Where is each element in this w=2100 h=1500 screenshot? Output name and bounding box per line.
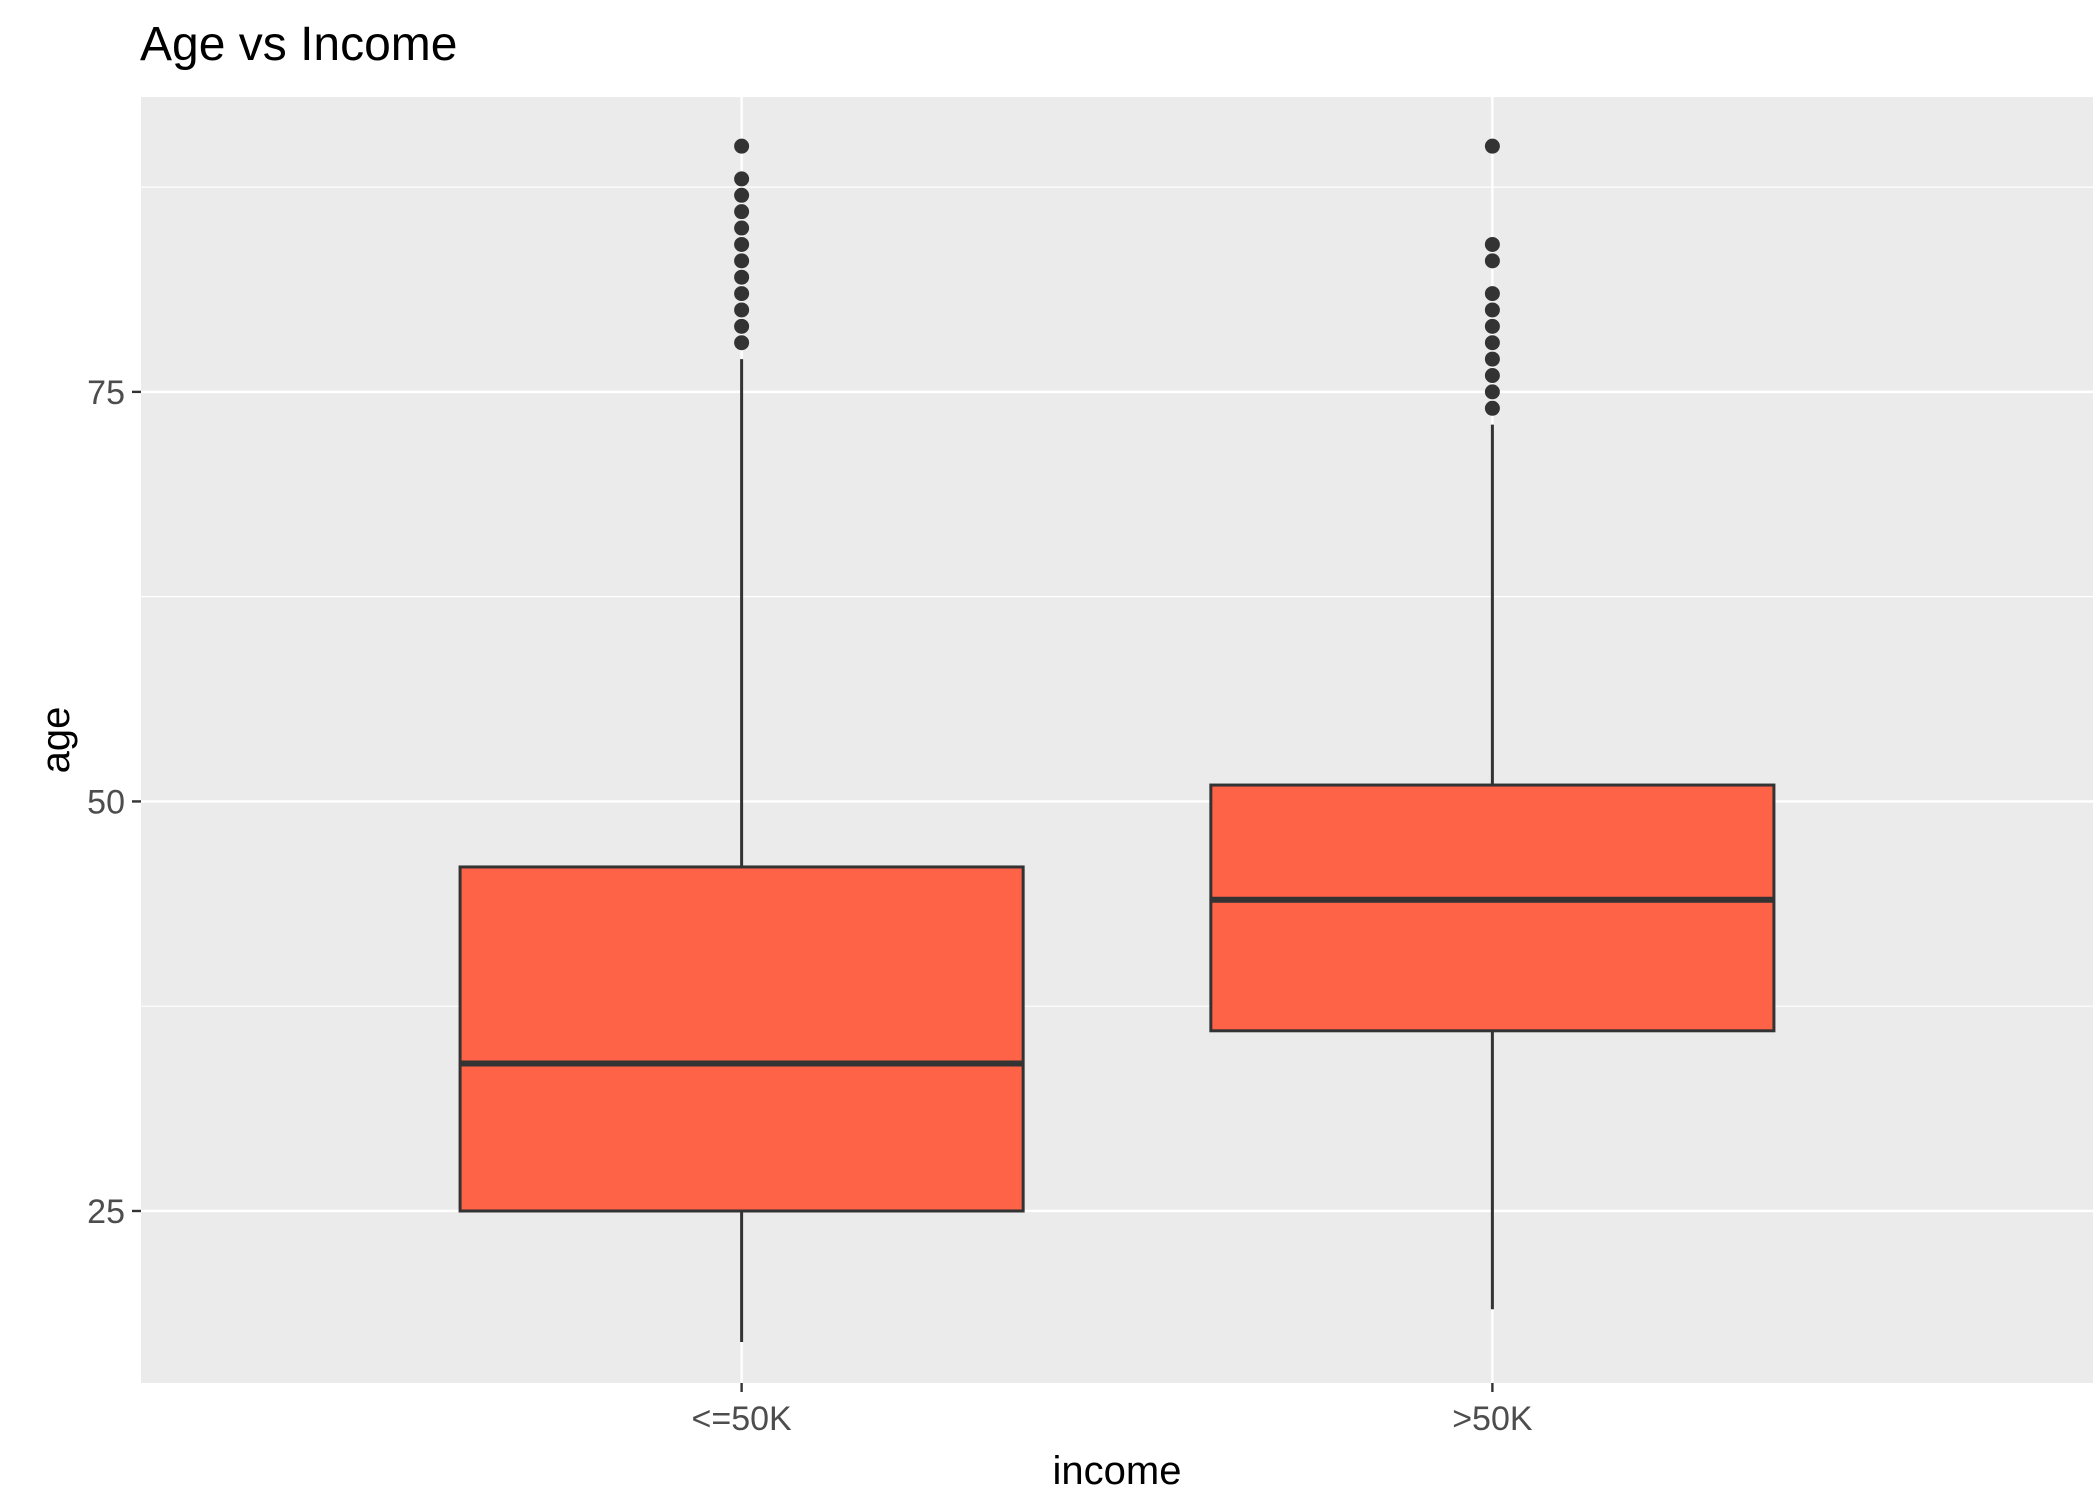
plot-panel bbox=[141, 97, 2093, 1383]
x-tick-label: >50K bbox=[1452, 1400, 1533, 1438]
outlier-point bbox=[734, 286, 750, 302]
box-iqr bbox=[1209, 783, 1776, 1033]
x-axis-label: income bbox=[1053, 1449, 1182, 1493]
outlier-point bbox=[734, 187, 750, 203]
box-gt-50k bbox=[1209, 138, 1776, 1310]
outlier-point bbox=[1484, 286, 1500, 302]
box-le-50k bbox=[458, 138, 1025, 1343]
outlier-point bbox=[1484, 367, 1500, 383]
outlier-point bbox=[734, 204, 750, 220]
outlier-point bbox=[1484, 384, 1500, 400]
outlier-point bbox=[734, 138, 750, 154]
outlier-point bbox=[1484, 318, 1500, 334]
y-tick-label: 25 bbox=[87, 1193, 125, 1231]
outlier-point bbox=[1484, 302, 1500, 318]
outlier-point bbox=[734, 171, 750, 187]
boxes bbox=[458, 138, 1776, 1343]
outlier-point bbox=[1484, 400, 1500, 416]
outlier-point bbox=[734, 220, 750, 236]
x-axis: <=50K >50K bbox=[692, 1383, 1533, 1438]
outlier-point bbox=[1484, 335, 1500, 351]
y-axis: 25 50 75 bbox=[87, 374, 141, 1231]
box-iqr bbox=[458, 865, 1025, 1213]
outlier-point bbox=[734, 253, 750, 269]
y-axis-label: age bbox=[34, 707, 78, 774]
y-tick-label: 75 bbox=[87, 374, 125, 412]
outlier-point bbox=[734, 302, 750, 318]
outlier-point bbox=[1484, 253, 1500, 269]
outlier-point bbox=[1484, 236, 1500, 252]
outlier-point bbox=[1484, 138, 1500, 154]
outlier-point bbox=[734, 236, 750, 252]
outlier-point bbox=[734, 318, 750, 334]
outlier-point bbox=[734, 335, 750, 351]
chart-title: Age vs Income bbox=[140, 18, 457, 71]
y-tick-label: 50 bbox=[87, 783, 125, 821]
outlier-point bbox=[1484, 351, 1500, 367]
x-tick-label: <=50K bbox=[692, 1400, 793, 1438]
outlier-point bbox=[734, 269, 750, 285]
